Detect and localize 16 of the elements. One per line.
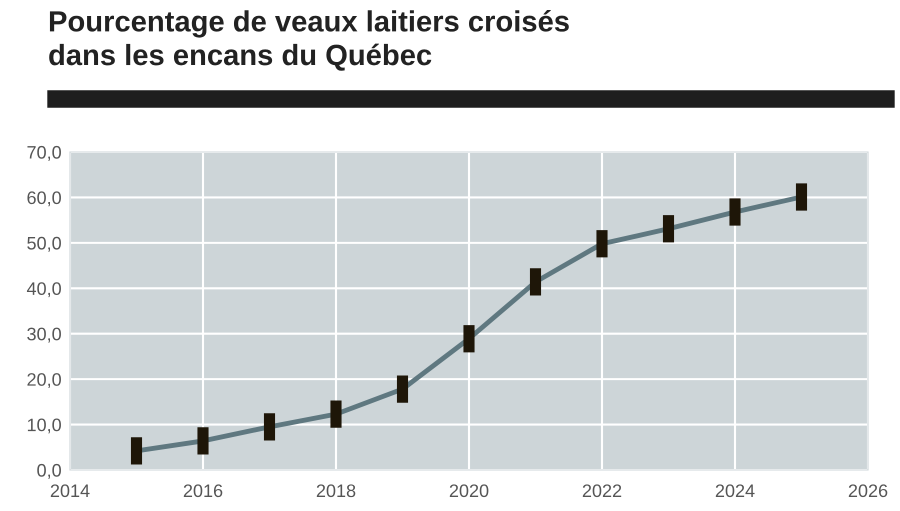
x-tick-label: 2014	[50, 484, 90, 498]
y-tick-label: 30,0	[27, 328, 61, 343]
x-tick-label: 2018	[316, 484, 356, 498]
chart-title: Pourcentage de veaux laitiers croisés dans les encans du Québec	[49, 10, 569, 71]
x-tick-label: 2020	[450, 484, 488, 498]
y-tick-label: 60,0	[27, 191, 61, 206]
x-tick-label: 2016	[184, 484, 222, 498]
x-tick-label: 2024	[716, 484, 755, 498]
y-tick-label: 50,0	[27, 236, 61, 252]
y-tick-label: 10,0	[28, 418, 61, 434]
y-tick-label: 40,0	[26, 282, 61, 298]
x-tick-label: 2022	[582, 484, 622, 498]
y-tick-label: 70,0	[27, 146, 61, 161]
x-tick-label: 2026	[848, 484, 888, 498]
y-tick-label: 0,0	[37, 464, 61, 479]
y-tick-label: 20,0	[27, 373, 61, 388]
